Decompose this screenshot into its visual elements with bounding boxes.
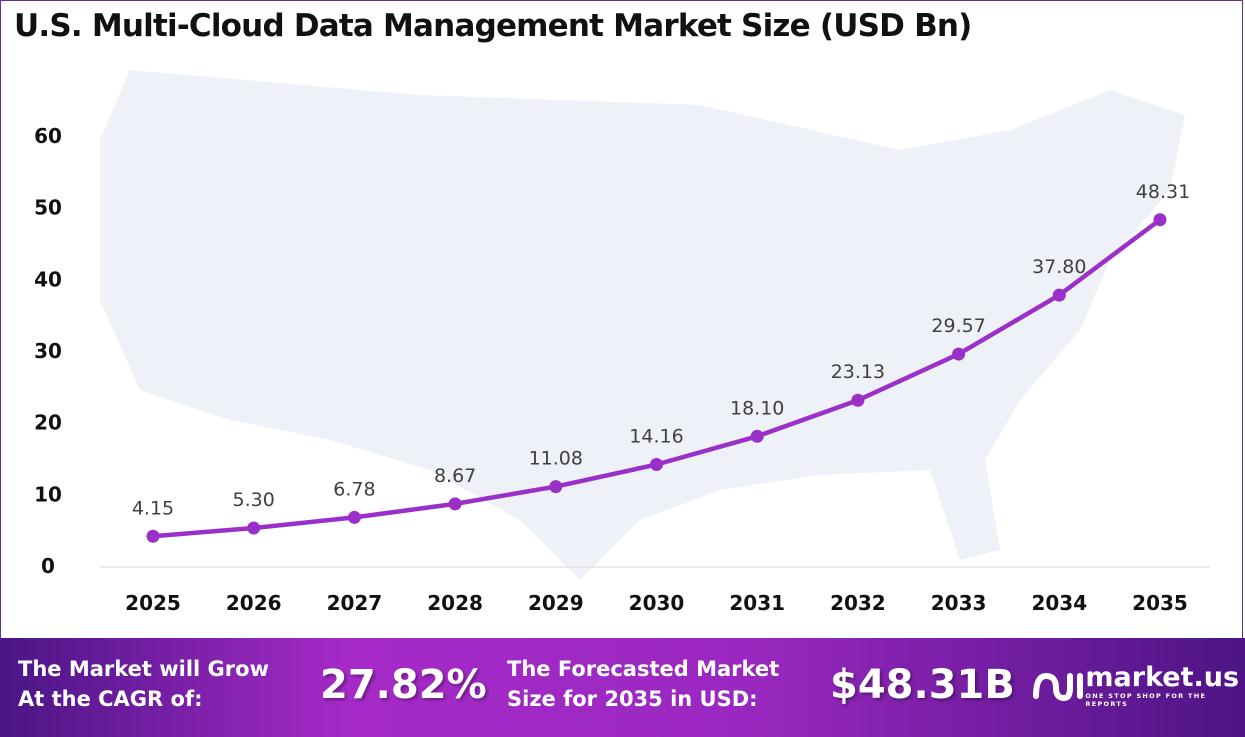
x-tick-label: 2035 — [1132, 591, 1188, 615]
data-label: 8.67 — [434, 465, 476, 487]
data-label: 29.57 — [931, 315, 985, 337]
data-label: 11.08 — [529, 448, 583, 470]
data-label: 23.13 — [831, 361, 885, 383]
y-tick-label: 30 — [34, 339, 62, 363]
data-point — [247, 521, 261, 535]
data-label: 48.31 — [1136, 181, 1190, 203]
data-label: 18.10 — [730, 397, 784, 419]
data-label: 5.30 — [233, 489, 275, 511]
forecast-label-line1: The Forecasted Market — [507, 657, 780, 681]
x-tick-label: 2027 — [327, 591, 383, 615]
us-map-background — [100, 70, 1185, 580]
x-tick-label: 2032 — [830, 591, 886, 615]
y-tick-label: 40 — [34, 267, 62, 291]
data-label: 14.16 — [629, 426, 683, 448]
data-point — [347, 510, 361, 524]
data-point — [549, 480, 563, 494]
data-point — [851, 393, 865, 407]
y-tick-label: 0 — [41, 554, 55, 578]
cagr-label: The Market will Grow At the CAGR of: — [18, 654, 269, 714]
logo-icon — [1033, 672, 1083, 702]
y-tick-label: 10 — [34, 482, 62, 506]
market-us-logo: market.us ONE STOP SHOP FOR THE REPORTS — [1030, 664, 1245, 708]
data-point — [448, 497, 462, 511]
chart-title: U.S. Multi-Cloud Data Management Market … — [14, 8, 972, 44]
data-point — [952, 347, 966, 361]
logo-text: market.us — [1085, 662, 1240, 693]
data-point — [1052, 288, 1066, 302]
data-point — [650, 458, 663, 472]
cagr-value: 27.82% — [320, 662, 487, 708]
x-tick-label: 2033 — [931, 591, 987, 615]
y-tick-label: 20 — [34, 411, 62, 435]
data-label: 4.15 — [132, 497, 174, 519]
x-tick-label: 2030 — [629, 591, 685, 615]
x-tick-label: 2028 — [427, 591, 483, 615]
forecast-label: The Forecasted Market Size for 2035 in U… — [507, 654, 779, 714]
x-tick-label: 2029 — [528, 591, 584, 615]
footer-banner: The Market will Grow At the CAGR of: 27.… — [0, 638, 1245, 737]
x-tick-label: 2031 — [729, 591, 785, 615]
data-point — [146, 529, 160, 543]
x-tick-label: 2025 — [125, 591, 181, 615]
cagr-label-line2: At the CAGR of: — [18, 687, 203, 711]
y-tick-label: 50 — [34, 196, 62, 220]
forecast-label-line2: Size for 2035 in USD: — [507, 687, 758, 711]
data-point — [750, 429, 764, 443]
forecast-value: $48.31B — [830, 662, 1015, 708]
cagr-label-line1: The Market will Grow — [18, 657, 269, 681]
y-tick-label: 60 — [34, 124, 62, 148]
data-label: 6.78 — [333, 478, 375, 500]
data-label: 37.80 — [1032, 256, 1086, 278]
x-tick-label: 2034 — [1031, 591, 1087, 615]
logo-tagline: ONE STOP SHOP FOR THE REPORTS — [1085, 692, 1207, 708]
data-point — [1153, 213, 1167, 227]
x-tick-label: 2026 — [226, 591, 282, 615]
